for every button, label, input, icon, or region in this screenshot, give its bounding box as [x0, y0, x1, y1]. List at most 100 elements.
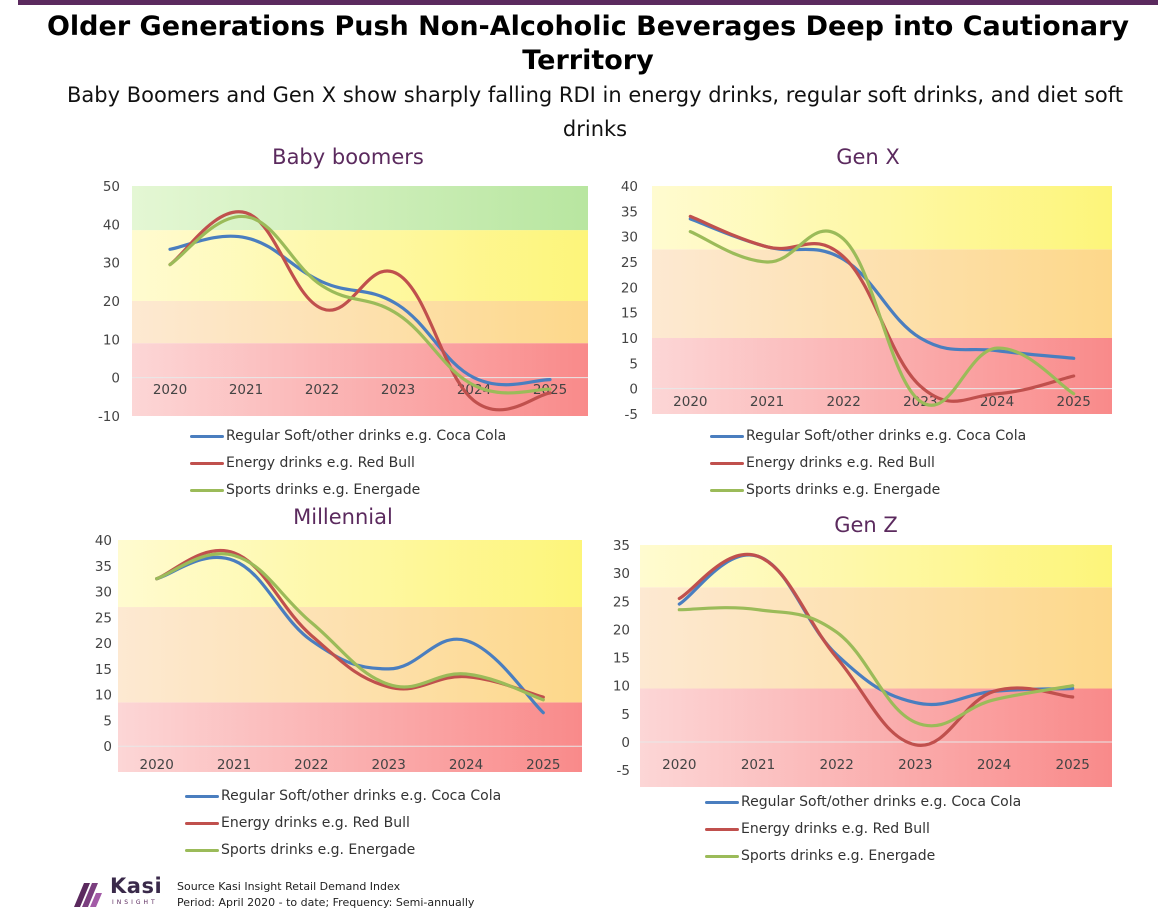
y-tick-label: 10: [621, 331, 638, 347]
zone-band-red: [132, 343, 588, 416]
y-tick-label: 30: [95, 585, 112, 601]
y-tick-label: 15: [613, 651, 630, 667]
chart-panel-gen-z: Gen Z -5 0 5 10 15 20 25 30 35 2020 2021 2022 2023 202…: [590, 508, 1176, 878]
legend-label: Energy drinks e.g. Red Bull: [746, 455, 935, 471]
legend-swatch: [185, 821, 219, 825]
series-line-energy: [168, 210, 552, 412]
x-tick-label: 2024: [980, 394, 1014, 410]
legend-item-regular: Regular Soft/other drinks e.g. Coca Cola: [710, 423, 1026, 450]
series-line-sports: [688, 229, 1076, 407]
y-tick-label: 15: [621, 306, 638, 322]
zone-band-red: [652, 338, 1112, 414]
x-tick-label: 2022: [826, 394, 860, 410]
x-tick-label: 2021: [750, 394, 784, 410]
zone-band-yellow: [640, 545, 1112, 588]
zone-band-yellow: [118, 540, 582, 608]
legend-swatch: [190, 461, 224, 465]
legend-swatch: [710, 488, 744, 492]
legend-item-regular: Regular Soft/other drinks e.g. Coca Cola: [190, 423, 506, 450]
x-tick-label: 2020: [139, 757, 173, 773]
y-tick-label: 20: [95, 636, 112, 652]
legend-item-regular: Regular Soft/other drinks e.g. Coca Cola: [185, 783, 501, 810]
y-tick-label: 10: [613, 679, 630, 695]
chart-title: Gen Z: [834, 513, 898, 537]
legend-label: Energy drinks e.g. Red Bull: [741, 821, 930, 837]
series-line-sports: [155, 552, 545, 702]
period-text: Period: April 2020 - to date; Frequency:…: [177, 896, 475, 909]
y-tick-label: 40: [95, 533, 112, 549]
zone-band-orange: [640, 587, 1112, 689]
legend-swatch: [705, 827, 739, 831]
legend-label: Regular Soft/other drinks e.g. Coca Cola: [741, 794, 1022, 810]
legend-item-energy: Energy drinks e.g. Red Bull: [185, 810, 501, 837]
series-line-sports: [168, 215, 552, 395]
zone-band-red: [640, 688, 1112, 787]
x-tick-label: 2020: [153, 382, 187, 398]
source-note: Source Kasi Insight Retail Demand Index …: [177, 879, 474, 911]
subtitle: Baby Boomers and Gen X show sharply fall…: [66, 83, 1124, 141]
legend-item-energy: Energy drinks e.g. Red Bull: [190, 450, 506, 477]
series-line-energy: [155, 549, 545, 699]
legend-swatch: [705, 854, 739, 858]
y-tick-label: -10: [98, 409, 120, 425]
chart-legend: Regular Soft/other drinks e.g. Coca Cola…: [710, 423, 1026, 504]
legend-item-sports: Sports drinks e.g. Energade: [185, 837, 501, 864]
y-tick-label: 0: [629, 382, 638, 398]
legend-label: Sports drinks e.g. Energade: [226, 482, 421, 498]
legend-swatch: [185, 848, 219, 852]
x-tick-label: 2023: [898, 757, 932, 773]
legend-swatch: [710, 461, 744, 465]
legend-swatch: [185, 794, 219, 798]
legend-item-sports: Sports drinks e.g. Energade: [705, 843, 1021, 870]
y-tick-label: 25: [621, 255, 638, 271]
chart-panel-baby-boomers: Baby boomers -10 0 10 20 30 40 50 2020 2021 2022 20…: [0, 140, 588, 510]
chart-title: Millennial: [293, 505, 393, 529]
chart-panel-millennial: Millennial 0 5 10 15 20 25 30 35 40 2020 2021 2022 20…: [0, 500, 586, 870]
legend-item-regular: Regular Soft/other drinks e.g. Coca Cola: [705, 789, 1021, 816]
legend-swatch: [710, 434, 744, 438]
zone-band-green: [132, 186, 588, 231]
y-tick-label: 40: [103, 217, 120, 233]
chart-panel-gen-x: Gen X -5 0 5 10 15 20 25 30 35 40 2020 2021 2022 2023 2…: [590, 140, 1176, 510]
y-tick-label: 30: [613, 566, 630, 582]
x-tick-label: 2025: [1055, 757, 1089, 773]
y-tick-label: 25: [613, 594, 630, 610]
y-tick-label: 30: [103, 256, 120, 272]
legend-item-energy: Energy drinks e.g. Red Bull: [705, 816, 1021, 843]
x-tick-label: 2021: [741, 757, 775, 773]
y-tick-label: 50: [103, 179, 120, 195]
y-tick-label: 40: [621, 179, 638, 195]
x-tick-label: 2021: [217, 757, 251, 773]
x-tick-label: 2023: [371, 757, 405, 773]
legend-item-energy: Energy drinks e.g. Red Bull: [710, 450, 1026, 477]
legend-label: Energy drinks e.g. Red Bull: [226, 455, 415, 471]
y-tick-label: 35: [613, 538, 630, 554]
y-tick-label: 10: [103, 332, 120, 348]
legend-label: Regular Soft/other drinks e.g. Coca Cola: [746, 428, 1027, 444]
source-text: Source Kasi Insight Retail Demand Index: [177, 880, 401, 893]
zone-band-orange: [118, 607, 582, 703]
y-tick-label: 5: [103, 713, 112, 729]
legend-item-sports: Sports drinks e.g. Energade: [190, 477, 506, 504]
x-tick-label: 2025: [526, 757, 560, 773]
y-tick-label: 0: [103, 739, 112, 755]
x-tick-label: 2020: [662, 757, 696, 773]
legend-label: Sports drinks e.g. Energade: [221, 842, 416, 858]
main-title: Older Generations Push Non-Alcoholic Bev…: [46, 11, 1130, 76]
zone-band-orange: [132, 301, 588, 344]
x-tick-label: 2022: [294, 757, 328, 773]
y-tick-label: 20: [613, 622, 630, 638]
chart-legend: Regular Soft/other drinks e.g. Coca Cola…: [185, 783, 501, 864]
x-tick-label: 2020: [673, 394, 707, 410]
legend-swatch: [190, 434, 224, 438]
x-tick-label: 2025: [1056, 394, 1090, 410]
kasi-logo-icon: [74, 883, 102, 907]
x-tick-label: 2022: [305, 382, 339, 398]
x-tick-label: 2024: [449, 757, 483, 773]
brand-name: Kasi: [110, 874, 163, 898]
x-tick-label: 2024: [977, 757, 1011, 773]
legend-swatch: [705, 800, 739, 804]
